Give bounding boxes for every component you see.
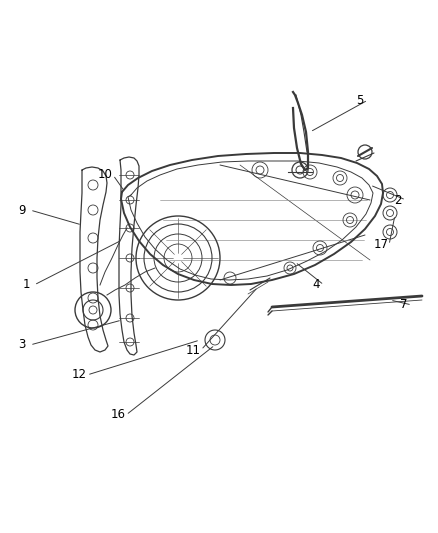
Text: 3: 3 bbox=[18, 338, 26, 351]
Text: 5: 5 bbox=[356, 93, 364, 107]
Text: 12: 12 bbox=[71, 368, 86, 382]
Text: 17: 17 bbox=[374, 238, 389, 252]
Text: 9: 9 bbox=[18, 204, 26, 216]
Text: 1: 1 bbox=[22, 279, 30, 292]
Text: 2: 2 bbox=[394, 193, 402, 206]
Text: 10: 10 bbox=[98, 168, 113, 182]
Text: 16: 16 bbox=[110, 408, 126, 422]
Text: 4: 4 bbox=[312, 279, 320, 292]
Text: 11: 11 bbox=[186, 343, 201, 357]
Text: 7: 7 bbox=[400, 298, 408, 311]
